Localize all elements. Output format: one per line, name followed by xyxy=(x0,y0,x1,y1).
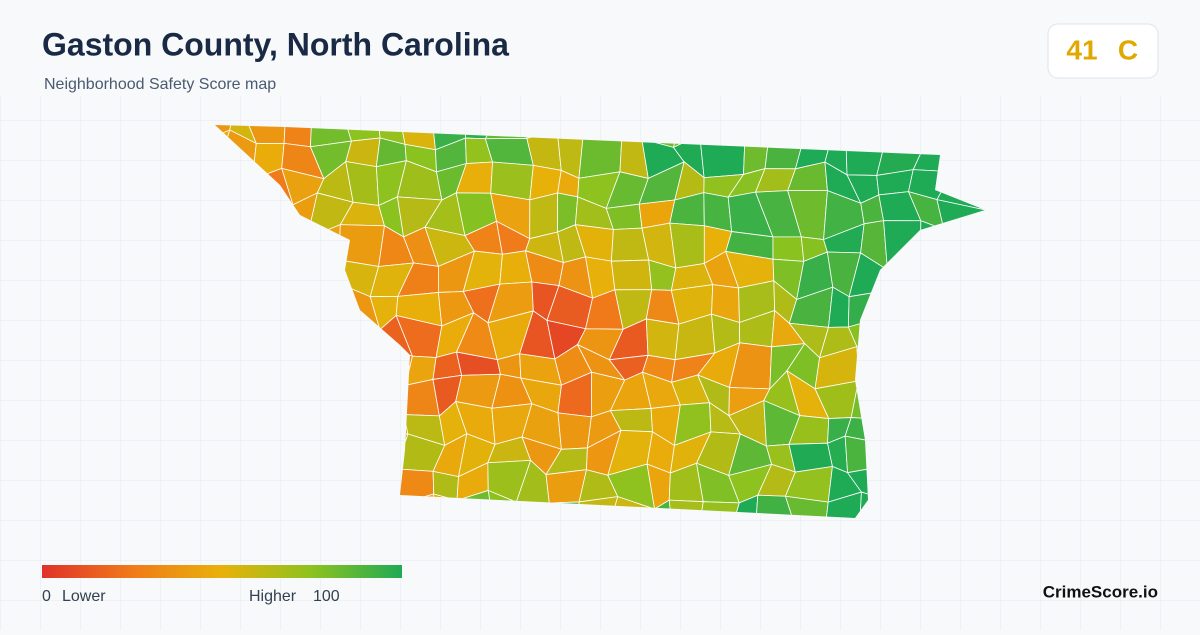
header-band xyxy=(0,0,1200,96)
neighborhood xyxy=(669,222,705,269)
title: Gaston County, North Carolina xyxy=(42,26,509,62)
neighborhood xyxy=(703,192,733,233)
legend-low: Lower xyxy=(62,588,106,605)
legend-min: 0 xyxy=(42,588,51,605)
legend-bar xyxy=(42,565,402,578)
legend-max: 100 xyxy=(313,588,340,605)
neighborhood xyxy=(784,495,829,518)
brand: CrimeScore.io xyxy=(1043,582,1158,601)
score-grade: C xyxy=(1118,34,1138,65)
neighborhood xyxy=(484,137,534,166)
score-box xyxy=(1047,23,1159,79)
score-value: 41 xyxy=(1066,34,1097,65)
neighborhood xyxy=(529,192,559,240)
neighborhood xyxy=(610,259,653,291)
legend-high: Higher xyxy=(249,588,297,605)
neighborhood xyxy=(754,494,798,518)
neighborhood xyxy=(772,236,805,262)
neighborhood xyxy=(645,318,680,361)
subtitle: Neighborhood Safety Score map xyxy=(44,76,276,93)
neighborhood xyxy=(557,412,592,450)
